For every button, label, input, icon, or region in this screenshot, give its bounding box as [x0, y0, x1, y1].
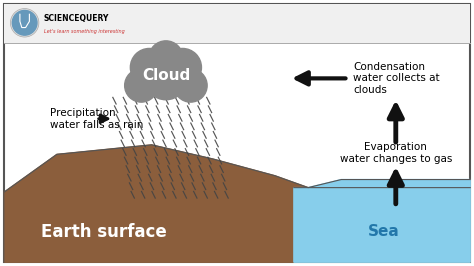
Polygon shape [4, 145, 470, 262]
Circle shape [164, 48, 201, 86]
Circle shape [12, 10, 37, 35]
Text: Condensation
water collects at
clouds: Condensation water collects at clouds [353, 62, 440, 95]
FancyBboxPatch shape [4, 4, 470, 262]
Text: Let's learn something interesting: Let's learn something interesting [44, 29, 124, 34]
Circle shape [125, 69, 158, 102]
Text: Sea: Sea [368, 224, 400, 239]
Text: Evaporation
water changes to gas: Evaporation water changes to gas [339, 142, 452, 164]
Circle shape [145, 57, 187, 100]
Circle shape [149, 41, 183, 75]
Circle shape [156, 54, 196, 94]
Circle shape [174, 69, 207, 102]
Text: Earth surface: Earth surface [41, 223, 167, 241]
Circle shape [130, 48, 168, 86]
Text: Precipitation
water falls as rain: Precipitation water falls as rain [50, 108, 143, 130]
Circle shape [136, 54, 175, 94]
Text: SCIENCEQUERY: SCIENCEQUERY [44, 14, 109, 23]
FancyBboxPatch shape [4, 4, 470, 43]
Text: Cloud: Cloud [142, 69, 190, 84]
Polygon shape [294, 180, 470, 262]
Circle shape [10, 9, 39, 37]
